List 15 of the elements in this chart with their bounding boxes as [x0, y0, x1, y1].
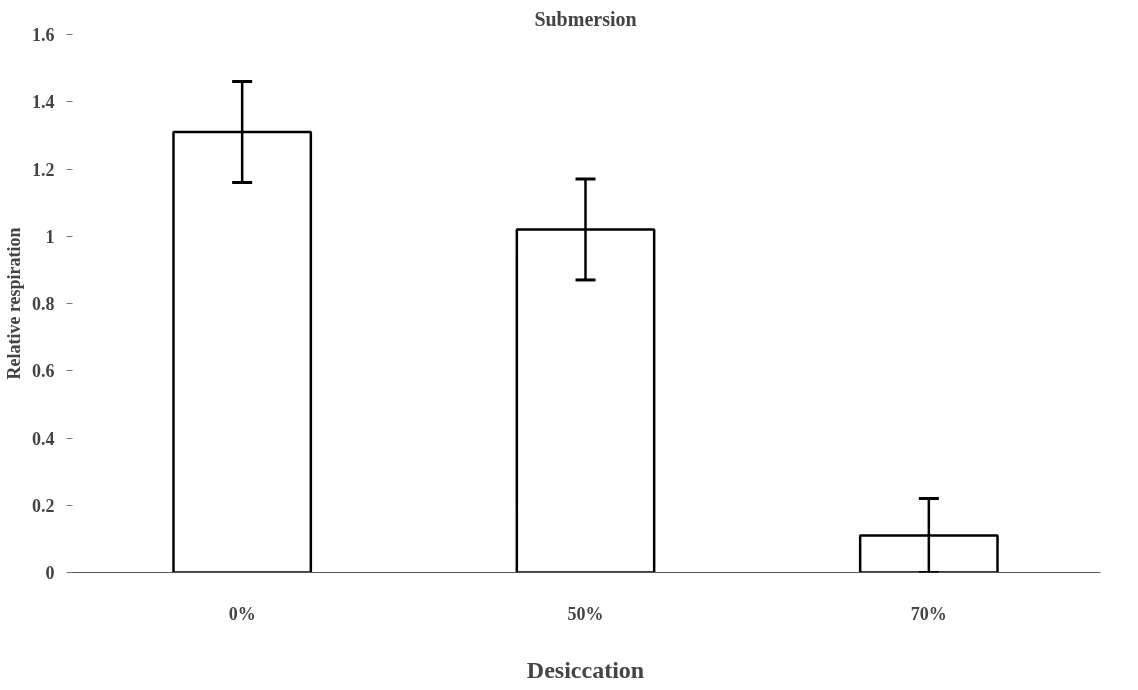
y-tick-label: 1: [45, 226, 55, 247]
y-tick-label: 0.8: [32, 294, 55, 314]
y-tick-label: 0.2: [32, 495, 55, 516]
y-tick-label: 1.2: [32, 159, 55, 180]
chart-title: Submersion: [534, 7, 637, 30]
y-tick-label: 0.4: [32, 428, 55, 449]
x-axis-title: Desiccation: [526, 656, 645, 683]
x-tick-label: 70%: [910, 603, 947, 624]
y-tick-label: 1.6: [32, 25, 55, 45]
y-tick-label: 0: [45, 563, 55, 583]
x-tick-label: 50%: [567, 603, 604, 624]
x-tick-label: 0%: [228, 603, 256, 624]
y-tick-label: 1.4: [32, 92, 55, 113]
y-tick-label: 0.6: [32, 361, 55, 382]
y-axis-title: Relative respiration: [4, 227, 24, 380]
